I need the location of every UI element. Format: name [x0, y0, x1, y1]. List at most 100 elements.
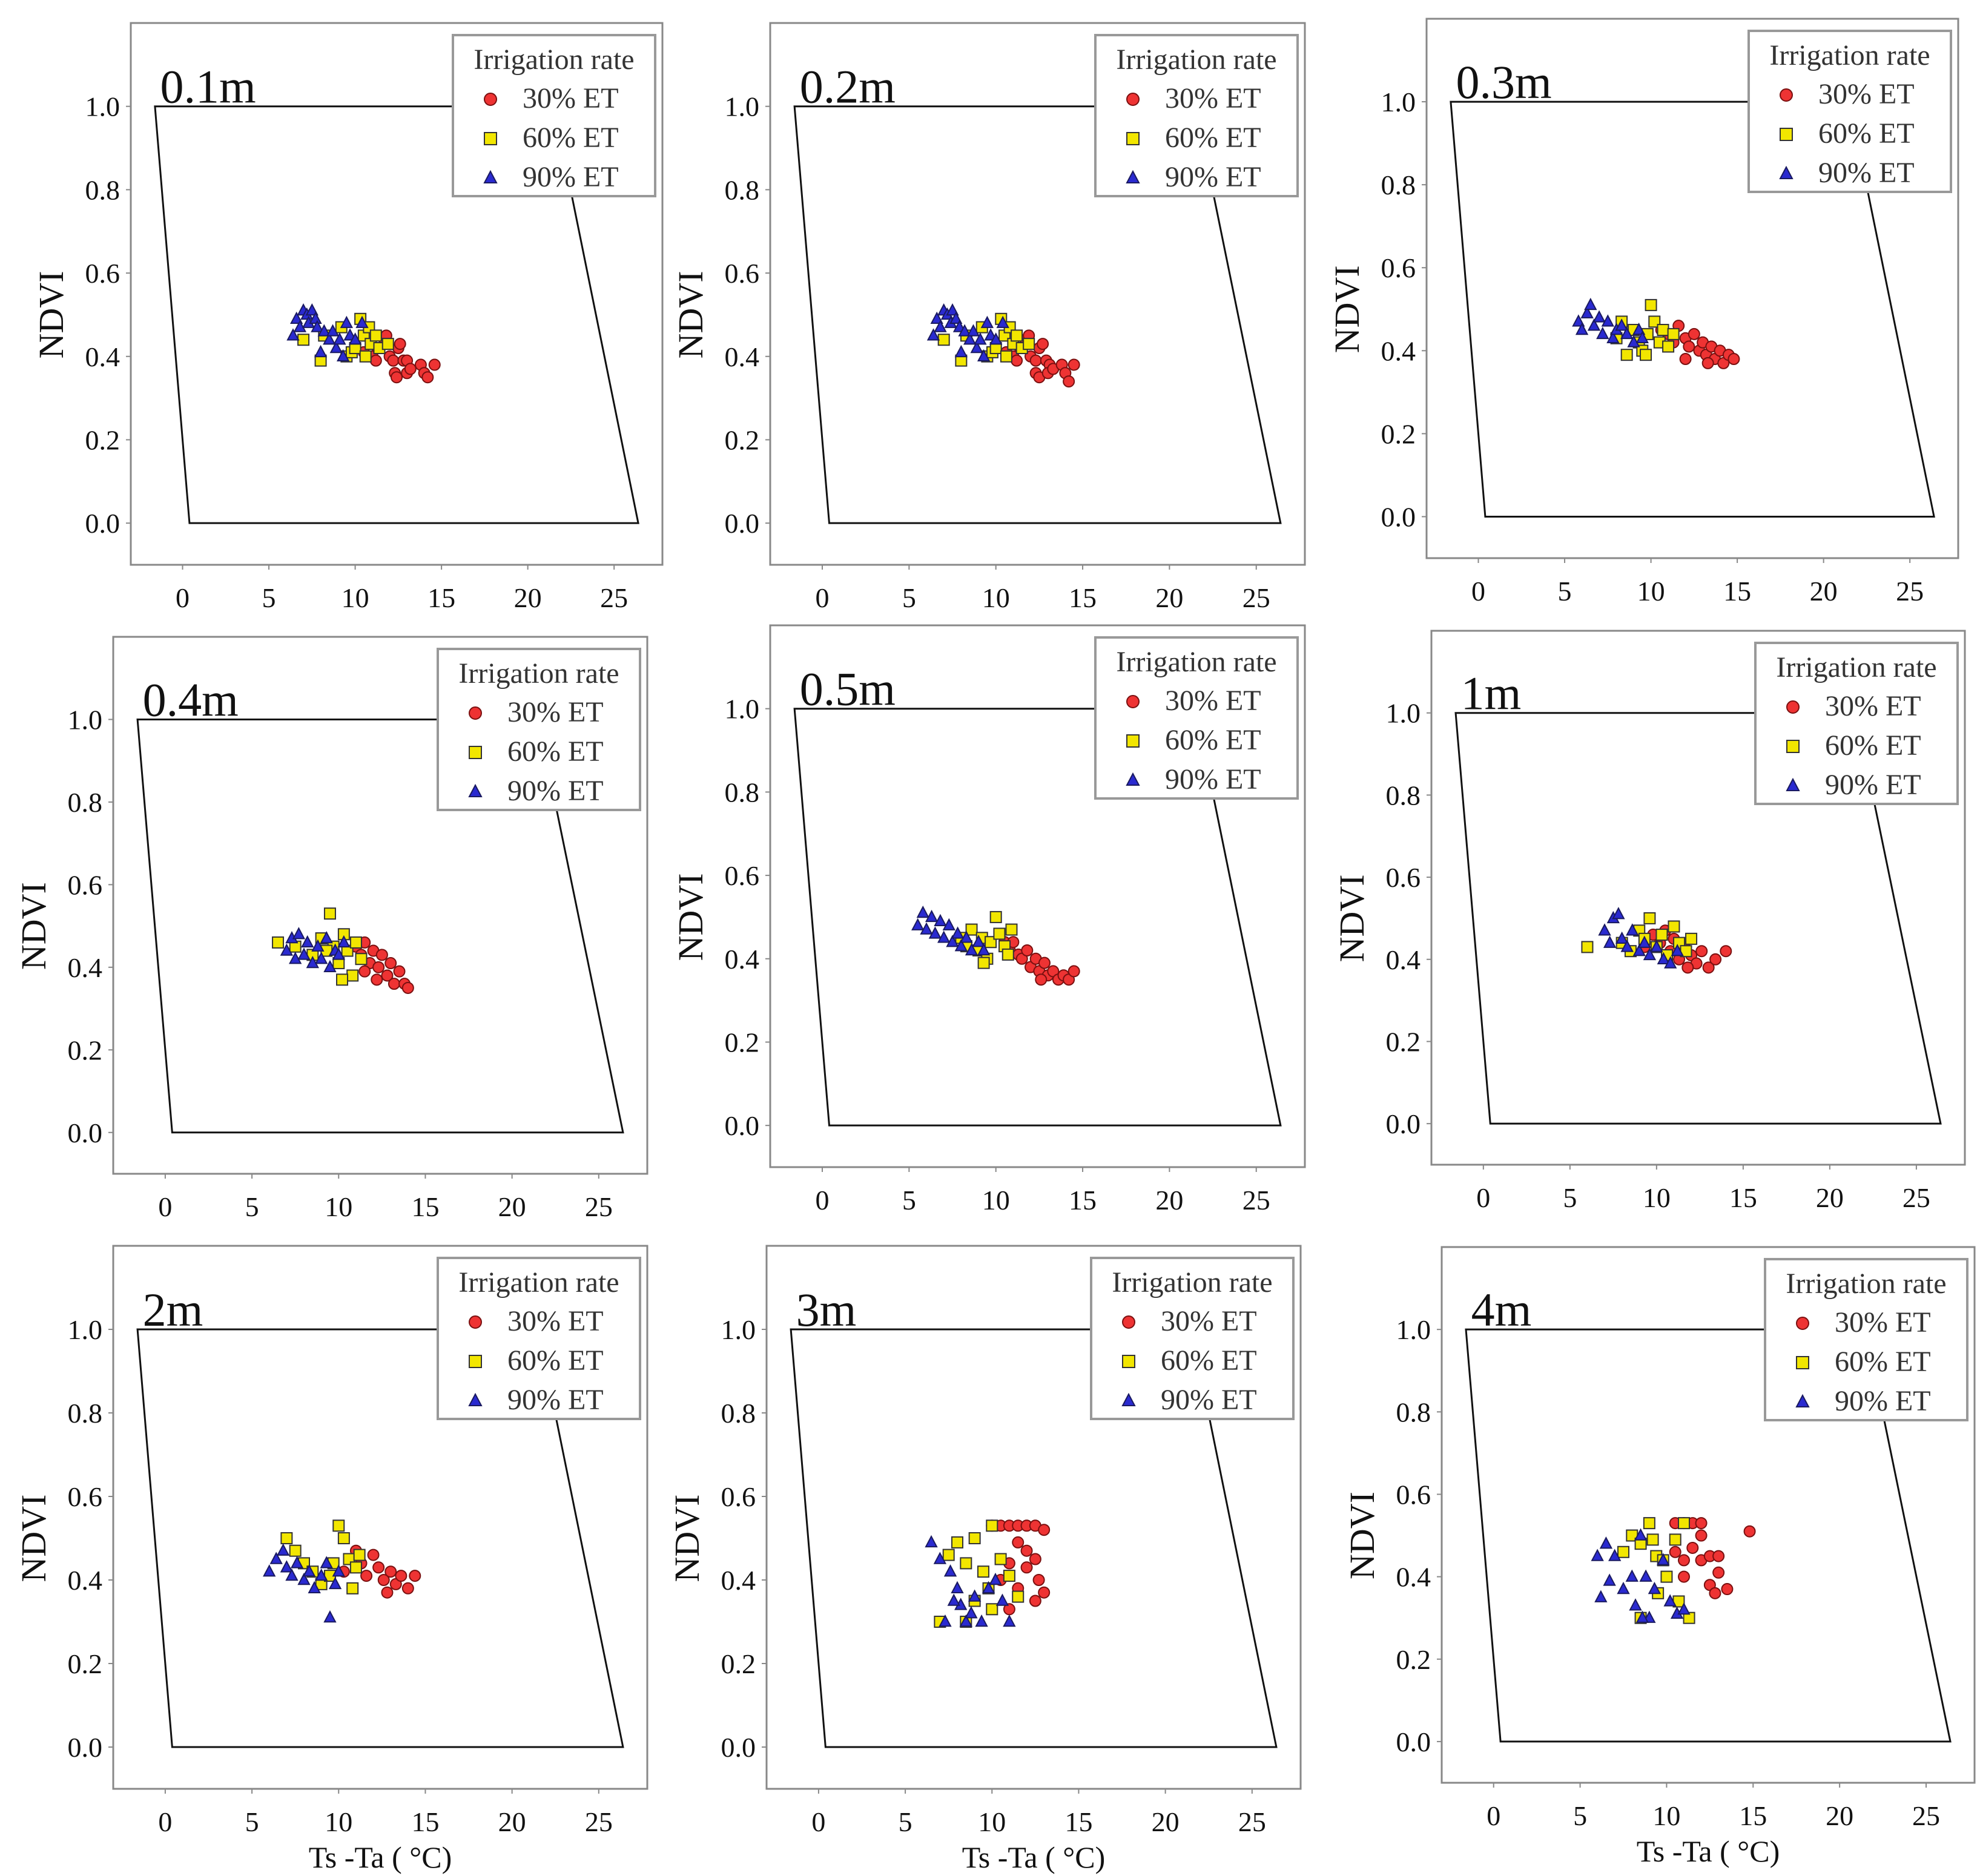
x-tick-label: 5 [899, 1806, 912, 1837]
y-axis-label: NDVI [667, 1495, 707, 1582]
data-point-60-et [1581, 941, 1594, 953]
data-point-60-et [1620, 349, 1633, 361]
data-point-30-et [1063, 375, 1075, 388]
data-point-60-et [1678, 1517, 1690, 1530]
legend-entry-label: 30% ET [1825, 690, 1921, 722]
y-tick-label: 1.0 [721, 1314, 756, 1345]
y-tick-label: 0.0 [725, 508, 760, 539]
data-point-90-et [958, 324, 971, 337]
data-point-60-et [272, 936, 285, 949]
data-point-60-et [1660, 1570, 1673, 1583]
data-point-90-et [974, 332, 987, 345]
legend-entry-label: 60% ET [1835, 1346, 1931, 1378]
data-point-30-et [1029, 1595, 1041, 1607]
y-tick-label: 0.0 [68, 1732, 103, 1763]
data-point-90-et [937, 930, 951, 943]
data-point-30-et [1669, 1545, 1681, 1558]
legend-marker-triangle-icon [1786, 777, 1800, 791]
data-point-60-et [994, 1553, 1007, 1565]
data-point-90-et [285, 1568, 299, 1581]
y-tick-label: 0.4 [68, 1565, 103, 1596]
x-tick-label: 0 [816, 1185, 830, 1216]
data-point-90-et [311, 320, 324, 332]
data-point-90-et [333, 332, 346, 345]
y-tick-label: 1.0 [85, 91, 120, 122]
data-point-90-et [963, 332, 977, 345]
data-point-90-et [328, 1576, 342, 1590]
data-point-90-et [1639, 1569, 1652, 1582]
x-tick-label: 15 [411, 1191, 439, 1222]
data-point-90-et [977, 349, 991, 361]
data-point-90-et [954, 939, 968, 952]
data-point-60-et [1657, 324, 1669, 337]
x-tick-label: 15 [427, 582, 455, 613]
y-tick-label: 0.8 [721, 1398, 756, 1429]
data-point-90-et [1648, 1581, 1662, 1595]
legend-entry-label: 90% ET [523, 161, 619, 193]
data-point-60-et [280, 1532, 293, 1544]
data-point-60-et [1669, 1533, 1681, 1546]
y-tick-label: 0.2 [1396, 1644, 1431, 1675]
y-tick-label: 0.8 [1381, 169, 1416, 200]
data-point-90-et [1594, 1590, 1608, 1602]
data-point-30-et [1695, 1517, 1708, 1530]
scatter-panel-2m: 0 5 10 15 20 25 0.0 0.2 0.4 0.6 0.8 1.0 2m NDVI Ts -Ta… [14, 1245, 648, 1874]
data-point-30-et [404, 363, 417, 375]
scatter-panel-1m: 0 5 10 15 20 25 0.0 0.2 0.4 0.6 0.8 1.0 1m NDVI Irriga… [1332, 630, 1966, 1213]
legend-entry-label: 60% ET [523, 122, 619, 154]
y-tick-label: 0.2 [725, 424, 760, 455]
x-tick-label: 20 [1826, 1800, 1853, 1831]
data-point-60-et [937, 334, 950, 346]
data-point-90-et [269, 1552, 283, 1564]
panel-label: 0.2m [800, 61, 896, 113]
data-point-90-et [314, 952, 328, 964]
data-point-30-et [369, 354, 382, 367]
x-axis-label: Ts -Ta ( °C) [1637, 1834, 1780, 1868]
data-point-90-et [1592, 310, 1606, 323]
data-point-90-et [939, 1614, 952, 1627]
y-tick-label: 0.4 [1381, 335, 1416, 366]
x-tick-label: 25 [585, 1191, 613, 1222]
data-point-90-et [1596, 326, 1609, 340]
panel-label: 0.1m [160, 61, 256, 113]
data-point-90-et [1587, 318, 1601, 331]
data-point-60-et [355, 953, 368, 966]
legend-entry-label: 60% ET [1161, 1344, 1257, 1377]
ts-ndvi-trapezoid [136, 1328, 624, 1748]
data-point-90-et [1603, 1573, 1616, 1586]
x-tick-label: 15 [1069, 1185, 1097, 1216]
x-tick-label: 0 [158, 1191, 172, 1222]
data-point-90-et [320, 931, 333, 944]
legend-entry-label: 90% ET [507, 1384, 604, 1416]
data-point-60-et [353, 1549, 366, 1561]
data-point-60-et [986, 1603, 998, 1616]
legend-entry-label: 30% ET [507, 1305, 604, 1337]
data-point-30-et [428, 358, 441, 371]
x-tick-label: 5 [1563, 1182, 1577, 1213]
x-tick-label: 5 [1558, 576, 1572, 607]
data-point-90-et [332, 1564, 345, 1577]
ts-ndvi-trapezoid [1450, 100, 1935, 518]
data-point-30-et [1686, 1541, 1699, 1554]
data-point-60-et [289, 1544, 302, 1557]
y-tick-label: 1.0 [725, 91, 760, 122]
x-tick-label: 5 [1573, 1800, 1587, 1831]
y-tick-label: 0.8 [1396, 1397, 1431, 1427]
legend-marker-triangle-icon [468, 783, 483, 797]
y-tick-label: 0.2 [1381, 418, 1416, 449]
data-point-30-et [1012, 1536, 1025, 1549]
data-point-60-et [1012, 1590, 1025, 1603]
y-tick-label: 0.2 [68, 1035, 103, 1065]
x-tick-label: 0 [811, 1806, 825, 1837]
data-point-90-et [276, 1543, 290, 1556]
data-point-90-et [1638, 935, 1651, 948]
data-point-90-et [1620, 940, 1634, 952]
legend-entry-label: 90% ET [1825, 769, 1921, 801]
data-point-90-et [930, 311, 943, 324]
legend-marker-square-icon [1796, 1356, 1809, 1369]
data-point-60-et [993, 927, 1006, 940]
data-point-90-et [286, 328, 300, 341]
data-point-60-et [1662, 340, 1675, 353]
data-point-90-et [329, 340, 343, 354]
legend-marker-square-icon [1780, 128, 1793, 141]
